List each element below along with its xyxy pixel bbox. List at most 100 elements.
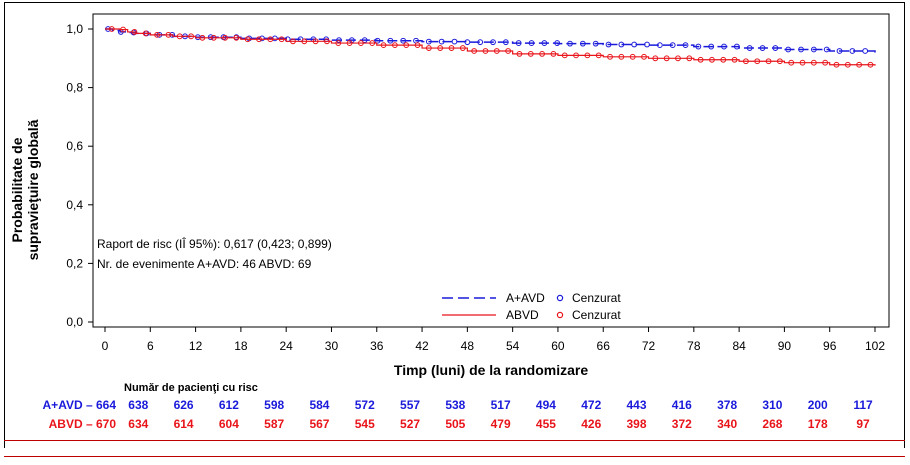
events-note: Nr. de evenimente A+AVD: 46 ABVD: 69 (97, 257, 312, 271)
censor-marker-aavd (836, 48, 843, 54)
y-tick-label: 0,4 (66, 198, 83, 212)
risk-value-aavd: 612 (219, 398, 239, 412)
censor-marker-abvd (709, 56, 715, 63)
risk-value-abvd: 340 (717, 417, 737, 431)
x-axis-title: Timp (luni) de la randomizare (394, 362, 588, 378)
censor-marker-aavd (490, 39, 496, 46)
censor-marker-abvd (641, 53, 647, 60)
risk-value-aavd: 200 (808, 398, 828, 412)
x-tick-label: 48 (461, 339, 475, 353)
risk-value-abvd: 426 (581, 417, 601, 431)
risk-value-aavd: 378 (717, 398, 737, 412)
censor-marker-abvd (131, 29, 138, 35)
x-tick-label: 84 (732, 339, 746, 353)
risk-value-aavd: 472 (581, 398, 601, 412)
x-tick-label: 6 (147, 339, 154, 353)
legend-censor-label-aavd: Cenzurat (572, 291, 621, 305)
censor-marker-aavd (605, 41, 612, 48)
censor-marker-aavd (810, 46, 817, 53)
risk-value-aavd: 572 (355, 398, 375, 412)
censor-marker-aavd (259, 35, 265, 42)
censor-marker-abvd (142, 30, 149, 37)
legend-label-abvd: ABVD (506, 308, 539, 322)
legend: A+AVD Cenzurat ABVD Cenzurat (442, 291, 621, 322)
censor-marker-abvd (335, 40, 342, 46)
y-tick-label: 0,8 (66, 81, 83, 95)
censor-marker-abvd (324, 38, 330, 45)
censor-marker-aavd (695, 43, 702, 50)
censor-marker-abvd (199, 34, 206, 41)
censor-marker-aavd (849, 48, 856, 54)
curve-abvd (105, 28, 876, 66)
censor-marker-aavd (387, 37, 394, 44)
censor-marker-aavd (708, 43, 715, 50)
censor-marker-aavd (464, 39, 471, 46)
censor-marker-abvd (358, 40, 364, 46)
figure-frame (4, 2, 905, 448)
risk-value-abvd: 178 (808, 417, 828, 431)
censor-marker-abvd (663, 55, 670, 62)
risk-value-aavd: 416 (672, 398, 692, 412)
legend-label-aavd: A+AVD (506, 291, 545, 305)
risk-value-aavd: 310 (762, 398, 782, 412)
censor-marker-abvd (290, 38, 296, 45)
censor-marker-aavd (541, 40, 548, 46)
censor-marker-aavd (631, 41, 638, 48)
y-axis: 0,0 0,2 0,4 0,6 0,8 1,0 (66, 22, 93, 329)
curves (105, 26, 876, 68)
risk-value-aavd: 626 (174, 398, 194, 412)
censor-marker-aavd (425, 38, 432, 45)
censor-marker-abvd (448, 45, 455, 51)
censor-marker-abvd (527, 51, 534, 57)
censor-marker-abvd (776, 58, 783, 65)
censor-marker-abvd (301, 38, 308, 45)
censor-marker-abvd (844, 61, 851, 68)
censor-marker-abvd (380, 42, 387, 49)
censor-marker-aavd (772, 45, 779, 51)
y-axis-title: Probabilitate de supravieţuire globală (9, 119, 41, 260)
censor-marker-abvd (188, 33, 194, 40)
risk-value-abvd: 634 (128, 417, 148, 431)
censor-marker-abvd (822, 59, 829, 66)
censor-marker-aavd (785, 46, 792, 53)
risk-value-abvd: 604 (219, 417, 239, 431)
censor-marker-abvd (629, 53, 636, 60)
curve-aavd (105, 28, 876, 53)
censor-marker-abvd (867, 61, 874, 68)
censor-marker-abvd (505, 48, 512, 54)
censor-marker-abvd (165, 31, 172, 38)
censor-marker-aavd (554, 40, 561, 46)
censor-marker-aavd (823, 46, 830, 53)
censor-marker-aavd (374, 37, 381, 44)
risk-value-aavd: 538 (445, 398, 465, 412)
x-tick-label: 36 (370, 339, 384, 353)
x-tick-label: 72 (642, 339, 656, 353)
censor-marker-abvd (482, 48, 489, 54)
plot-area (92, 13, 890, 328)
censor-marker-abvd (731, 56, 738, 63)
y-tick-label: 0,0 (66, 315, 83, 329)
censor-marker-abvd (222, 34, 228, 41)
x-axis: 0 6 12 18 24 30 36 42 48 54 60 66 72 78 84 90 96 102 (102, 327, 885, 353)
censor-marker-abvd (493, 48, 500, 54)
censor-marker-abvd (108, 26, 115, 32)
censor-marker-abvd (675, 55, 681, 62)
censor-marker-abvd (754, 58, 761, 65)
y-tick-label: 1,0 (66, 22, 83, 36)
censor-marker-abvd (437, 45, 444, 51)
risk-value-aavd: 494 (536, 398, 556, 412)
legend-censor-label-abvd: Cenzurat (572, 308, 621, 322)
risk-value-aavd: 638 (128, 398, 148, 412)
censor-marker-abvd (120, 26, 127, 33)
risk-value-abvd: 455 (536, 417, 556, 431)
risk-row-label-aavd: A+AVD – 664 (43, 398, 117, 412)
censor-marker-abvd (697, 56, 704, 63)
risk-value-abvd: 587 (264, 417, 284, 431)
censor-marker-abvd (720, 56, 727, 63)
y-tick-label: 0,2 (66, 256, 83, 270)
risk-value-aavd: 584 (309, 398, 329, 412)
censor-marker-abvd (573, 52, 579, 59)
x-tick-label: 24 (279, 339, 293, 353)
risk-row-label-abvd: ABVD – 670 (49, 417, 117, 431)
